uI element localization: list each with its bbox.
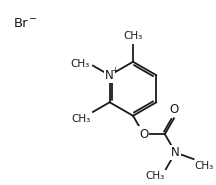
Text: Br: Br (13, 17, 28, 30)
Text: CH₃: CH₃ (72, 114, 91, 124)
Text: CH₃: CH₃ (123, 31, 143, 41)
Text: −: − (29, 14, 37, 24)
Text: CH₃: CH₃ (195, 161, 214, 171)
Text: O: O (169, 103, 179, 116)
Text: N: N (171, 146, 180, 159)
Text: +: + (111, 66, 118, 75)
Text: CH₃: CH₃ (70, 59, 90, 69)
Text: O: O (139, 128, 148, 141)
Text: CH₃: CH₃ (146, 171, 165, 181)
Text: N: N (105, 69, 114, 82)
